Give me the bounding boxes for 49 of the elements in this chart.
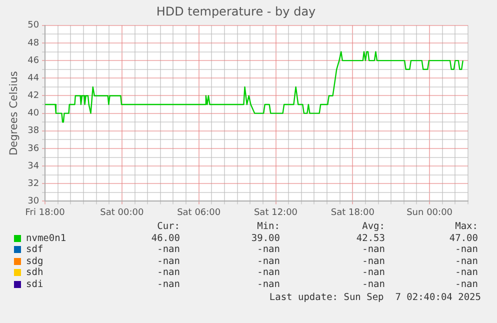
text: 42.53 <box>356 232 385 244</box>
text: -nan <box>362 267 385 278</box>
y-tick-label: 48 <box>28 38 40 48</box>
text: 47.00 <box>449 232 478 244</box>
text: -nan <box>157 256 180 266</box>
y-tick-label: 50 <box>28 20 40 31</box>
text: -nan <box>157 267 180 278</box>
text: -nan <box>455 244 478 255</box>
text: Cur: <box>157 221 180 232</box>
legend-label: sdi <box>26 278 44 290</box>
text: Avg: <box>362 221 385 232</box>
y-tick-label: 44 <box>28 73 40 84</box>
x-tick-label: Sun 00:00 <box>406 208 453 218</box>
text: 46.00 <box>151 232 180 244</box>
legend-label: nvme0n1 <box>26 232 66 244</box>
x-tick-label: Fri 18:00 <box>25 208 66 218</box>
y-tick-label: 46 <box>28 56 40 66</box>
y-tick-label: 34 <box>28 161 40 172</box>
text: 39.00 <box>251 232 280 244</box>
text: -nan <box>455 256 478 266</box>
legend-label: sdg <box>26 256 44 266</box>
text: -nan <box>257 267 280 278</box>
text: Max: <box>455 221 478 232</box>
legend-label: sdf <box>26 244 44 255</box>
text: -nan <box>362 256 385 266</box>
text: -nan <box>455 267 478 278</box>
y-tick-label: 36 <box>28 144 40 154</box>
text: -nan <box>455 278 478 290</box>
legend-label: sdh <box>26 267 44 278</box>
y-axis-title: Degrees Celsius <box>8 71 20 156</box>
text: -nan <box>362 244 385 255</box>
x-tick-label: Sat 06:00 <box>177 208 221 218</box>
text: Last update: Sun Sep 7 02:40:04 2025 <box>269 292 481 303</box>
text: -nan <box>257 256 280 266</box>
y-tick-label: 30 <box>28 196 40 207</box>
text: -nan <box>362 278 385 290</box>
text: -nan <box>157 244 180 255</box>
text: Min: <box>257 221 280 232</box>
chart-title: HDD temperature - by day <box>156 4 316 18</box>
x-tick-label: Sat 12:00 <box>254 208 298 218</box>
text: -nan <box>257 244 280 255</box>
text: -nan <box>257 278 280 290</box>
x-tick-label: Sat 18:00 <box>330 208 375 218</box>
y-tick-label: 40 <box>28 108 40 119</box>
y-tick-label: 38 <box>28 126 40 136</box>
y-tick-label: 32 <box>28 178 40 189</box>
y-tick-label: 42 <box>28 91 40 102</box>
text: -nan <box>157 278 180 290</box>
x-tick-label: Sat 00:00 <box>100 208 144 218</box>
